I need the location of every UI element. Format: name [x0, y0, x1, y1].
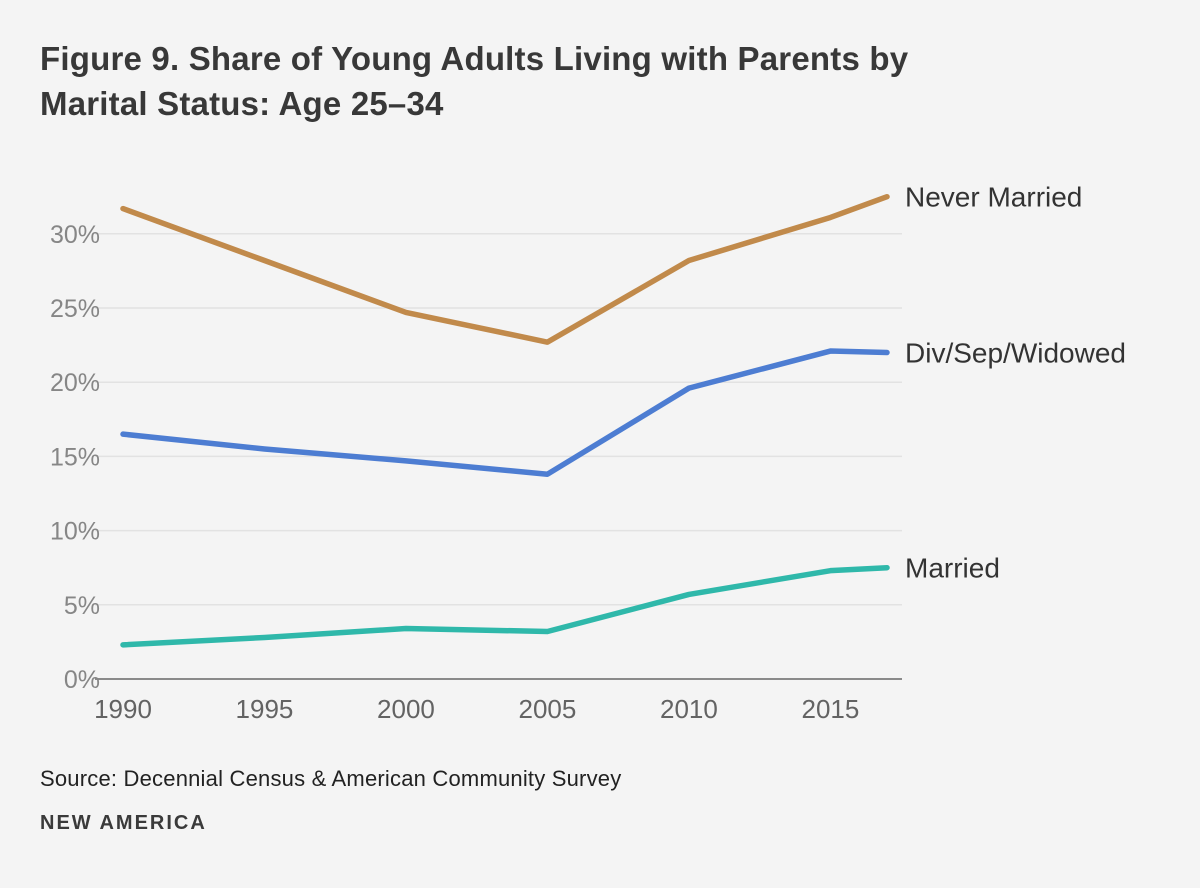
- series-label: Married: [905, 553, 1000, 584]
- x-tick-label: 2005: [519, 694, 577, 724]
- y-tick-label: 25%: [50, 295, 100, 323]
- page-title: Figure 9. Share of Young Adults Living w…: [40, 36, 908, 126]
- line-never-married: [120, 193, 890, 345]
- series-label: Div/Sep/Widowed: [905, 338, 1126, 369]
- y-tick-label: 20%: [50, 369, 100, 397]
- y-tick-label: 10%: [50, 518, 100, 546]
- x-tick-label: 2010: [660, 694, 718, 724]
- x-tick-label: 2000: [377, 694, 435, 724]
- line-div-sep-widowed: [120, 348, 890, 477]
- brand-logo: NEW AMERICA: [40, 812, 207, 834]
- x-tick-label: 2015: [801, 694, 859, 724]
- source-text: Source: Decennial Census & American Comm…: [40, 766, 622, 791]
- series-label: Never Married: [905, 182, 1082, 213]
- page-title-line1: Figure 9. Share of Young Adults Living w…: [40, 40, 909, 77]
- y-tick-label: 30%: [50, 221, 100, 249]
- y-tick-label: 15%: [50, 443, 100, 471]
- x-tick-label: 1990: [94, 694, 152, 724]
- x-tick-label: 1995: [236, 694, 294, 724]
- page-title-line2: Marital Status: Age 25–34: [40, 85, 444, 122]
- line-married: [120, 564, 890, 648]
- y-tick-label: 0%: [64, 666, 100, 694]
- y-tick-label: 5%: [64, 592, 100, 620]
